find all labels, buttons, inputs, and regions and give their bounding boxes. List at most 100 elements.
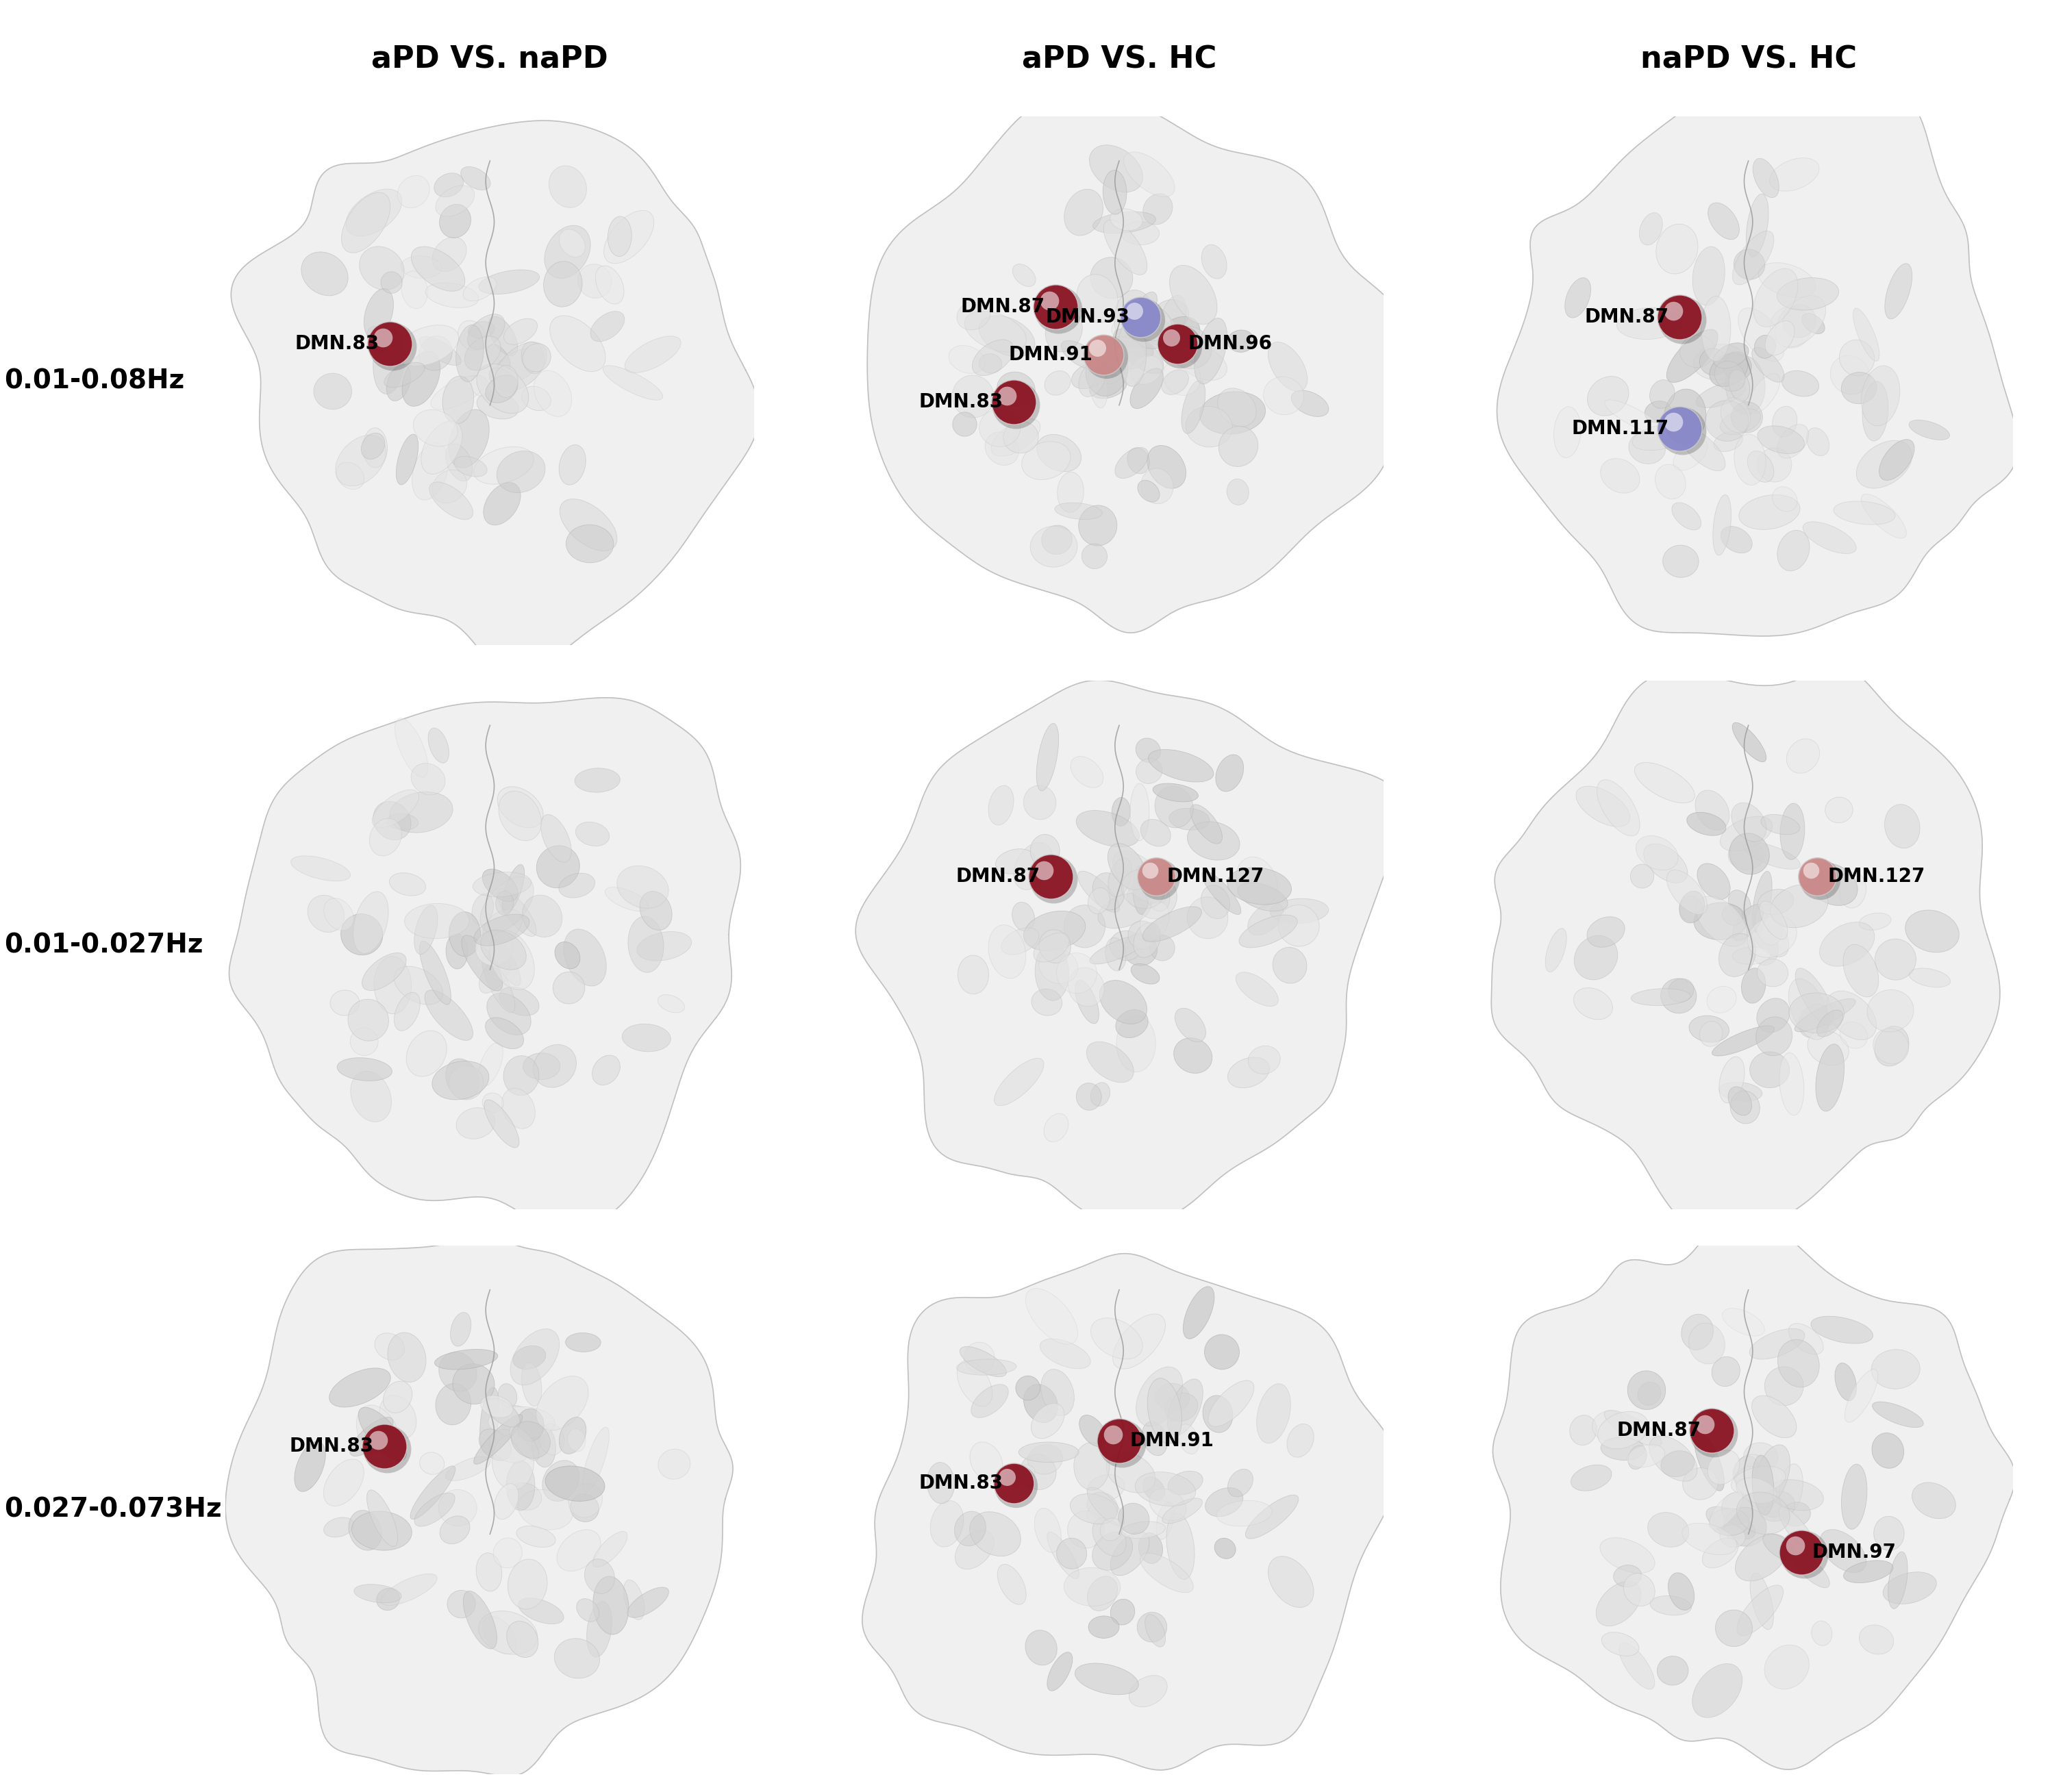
Ellipse shape <box>1712 1025 1774 1055</box>
Ellipse shape <box>1749 1573 1774 1629</box>
Ellipse shape <box>1079 362 1106 396</box>
Ellipse shape <box>1886 805 1921 848</box>
Ellipse shape <box>1079 1416 1106 1446</box>
Point <box>371 1435 404 1464</box>
Text: 0.01-0.08Hz: 0.01-0.08Hz <box>4 367 184 394</box>
Ellipse shape <box>1205 1335 1240 1369</box>
Point <box>1161 330 1194 358</box>
Ellipse shape <box>1120 222 1159 246</box>
Text: DMN.97: DMN.97 <box>1811 1543 1896 1561</box>
Ellipse shape <box>1093 211 1155 233</box>
Ellipse shape <box>371 790 419 828</box>
Ellipse shape <box>1153 299 1188 330</box>
Ellipse shape <box>1712 495 1731 556</box>
Ellipse shape <box>1638 1382 1661 1405</box>
Ellipse shape <box>1147 317 1176 346</box>
Ellipse shape <box>1733 905 1764 941</box>
Ellipse shape <box>1087 887 1110 914</box>
Ellipse shape <box>1853 308 1879 360</box>
Ellipse shape <box>1131 964 1159 984</box>
Ellipse shape <box>1758 263 1815 297</box>
Ellipse shape <box>1168 1380 1203 1435</box>
Point <box>1040 292 1073 321</box>
Ellipse shape <box>536 846 580 889</box>
Ellipse shape <box>1570 1416 1597 1444</box>
Ellipse shape <box>1780 803 1805 860</box>
Ellipse shape <box>1149 1489 1186 1521</box>
Point <box>1698 1419 1731 1448</box>
Ellipse shape <box>1186 407 1232 446</box>
Ellipse shape <box>926 1462 955 1503</box>
Ellipse shape <box>522 344 551 371</box>
Ellipse shape <box>1766 321 1795 355</box>
Ellipse shape <box>1669 978 1694 1002</box>
Ellipse shape <box>1884 1572 1937 1604</box>
Ellipse shape <box>658 995 685 1012</box>
Ellipse shape <box>1042 525 1073 554</box>
Ellipse shape <box>1725 357 1766 414</box>
Ellipse shape <box>1758 959 1789 987</box>
Ellipse shape <box>481 876 534 934</box>
Ellipse shape <box>955 1530 994 1570</box>
Ellipse shape <box>1236 973 1279 1007</box>
Ellipse shape <box>1731 1091 1760 1124</box>
Ellipse shape <box>1708 202 1739 240</box>
Ellipse shape <box>1069 968 1104 1007</box>
Ellipse shape <box>1586 918 1626 948</box>
Ellipse shape <box>1613 1564 1642 1588</box>
Ellipse shape <box>1840 873 1867 909</box>
Ellipse shape <box>1655 464 1685 498</box>
Ellipse shape <box>1795 968 1834 1025</box>
Ellipse shape <box>1764 1534 1797 1561</box>
Ellipse shape <box>1782 1502 1811 1527</box>
Ellipse shape <box>487 344 510 373</box>
Ellipse shape <box>522 894 561 937</box>
Ellipse shape <box>472 894 493 925</box>
Ellipse shape <box>483 1616 516 1654</box>
Ellipse shape <box>1702 296 1731 362</box>
Ellipse shape <box>481 1396 514 1417</box>
Ellipse shape <box>479 271 538 294</box>
Ellipse shape <box>1155 1502 1174 1539</box>
Ellipse shape <box>1137 758 1161 783</box>
Ellipse shape <box>1714 1609 1751 1647</box>
Ellipse shape <box>367 1489 398 1546</box>
Ellipse shape <box>1120 1521 1166 1538</box>
Ellipse shape <box>1114 290 1155 348</box>
Ellipse shape <box>1770 885 1828 928</box>
Point <box>1663 303 1696 332</box>
Ellipse shape <box>1731 803 1766 842</box>
Polygon shape <box>862 1254 1397 1770</box>
Ellipse shape <box>373 328 404 394</box>
Ellipse shape <box>1679 891 1704 923</box>
Ellipse shape <box>1770 306 1811 348</box>
Ellipse shape <box>1857 441 1912 487</box>
Ellipse shape <box>495 342 547 391</box>
Ellipse shape <box>1147 446 1186 489</box>
Ellipse shape <box>1714 342 1749 369</box>
Ellipse shape <box>1888 1552 1908 1609</box>
Ellipse shape <box>1071 756 1104 788</box>
Ellipse shape <box>1696 382 1745 409</box>
Ellipse shape <box>1747 375 1780 414</box>
Ellipse shape <box>1842 373 1877 403</box>
Ellipse shape <box>1807 1030 1848 1064</box>
Ellipse shape <box>1178 1425 1199 1453</box>
Text: DMN.91: DMN.91 <box>1009 344 1093 364</box>
Ellipse shape <box>1263 376 1304 414</box>
Ellipse shape <box>419 335 452 371</box>
Text: DMN.87: DMN.87 <box>1617 1421 1700 1441</box>
Ellipse shape <box>458 321 485 351</box>
Ellipse shape <box>1058 471 1083 513</box>
Ellipse shape <box>1758 1491 1795 1521</box>
Ellipse shape <box>503 1055 538 1095</box>
Ellipse shape <box>1648 1512 1690 1546</box>
Ellipse shape <box>1745 194 1768 256</box>
Ellipse shape <box>485 1100 520 1147</box>
Ellipse shape <box>1203 1396 1234 1432</box>
Ellipse shape <box>400 256 441 278</box>
Ellipse shape <box>1873 1516 1904 1550</box>
Text: DMN.127: DMN.127 <box>1168 867 1265 885</box>
Ellipse shape <box>507 1482 543 1511</box>
Ellipse shape <box>1038 434 1081 471</box>
